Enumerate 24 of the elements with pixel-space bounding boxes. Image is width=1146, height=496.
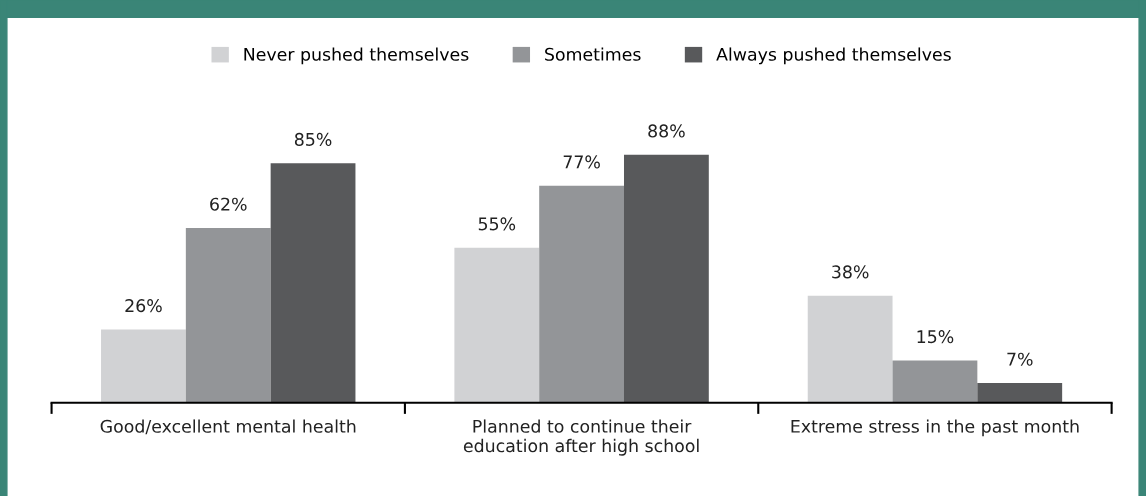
x-tick-label: Good/excellent mental health [100, 419, 356, 435]
data-label: 15% [917, 330, 954, 344]
data-label: 62% [210, 197, 247, 211]
data-label: 38% [832, 265, 869, 279]
bar [807, 295, 893, 403]
bar [454, 247, 540, 403]
data-label: 77% [563, 155, 600, 169]
data-label: 26% [125, 299, 162, 313]
legend-label: Sometimes [545, 47, 641, 61]
bar [539, 185, 624, 403]
legend-label: Always pushed themselves [716, 47, 951, 65]
bar [270, 163, 356, 403]
bar [101, 329, 186, 403]
data-label: 88% [648, 124, 685, 138]
data-label: 55% [478, 217, 516, 231]
data-label: 7% [1007, 352, 1033, 366]
legend-label: Never pushed themselves [244, 47, 469, 65]
bar [624, 154, 709, 403]
x-tick-label: Extreme stress in the past month [791, 419, 1079, 437]
bar [185, 228, 271, 403]
bar [977, 383, 1063, 403]
data-label: 85% [294, 132, 332, 146]
x-tick-label: Planned to continue their education after high school [463, 419, 699, 456]
bar [892, 360, 978, 403]
